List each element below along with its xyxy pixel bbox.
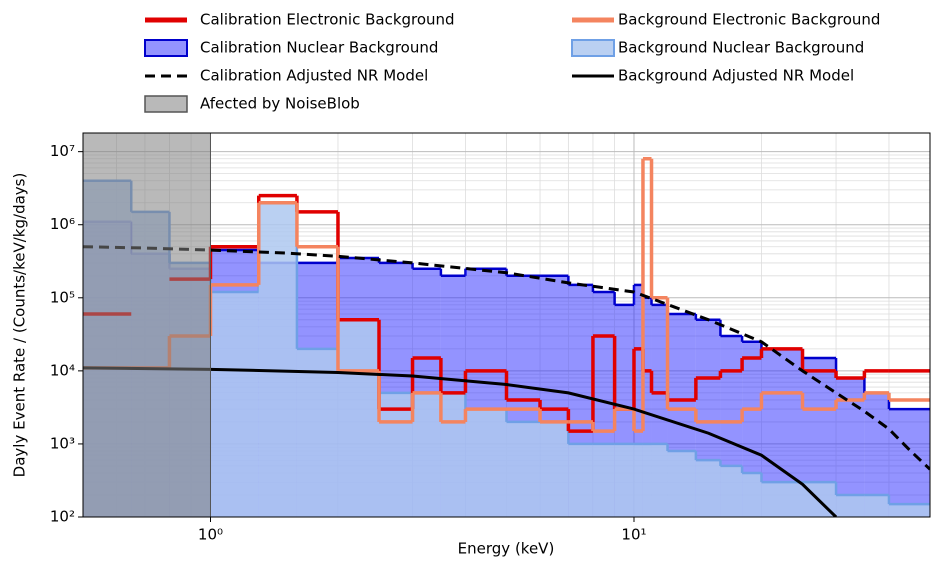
histogram-bar (761, 482, 803, 517)
legend-label: Calibration Adjusted NR Model (200, 67, 428, 85)
legend-label: Calibration Nuclear Background (200, 39, 438, 57)
histogram-bar (642, 443, 652, 517)
model-curve (83, 245, 930, 471)
legend-label: Background Nuclear Background (618, 39, 864, 57)
histogram-bar (695, 460, 721, 517)
legend-label: Afected by NoiseBlob (200, 95, 360, 113)
y-tick-label: 10² (50, 508, 75, 526)
histogram-bar (864, 495, 889, 517)
legend-label: Background Electronic Background (618, 11, 880, 29)
x-axis-label: Energy (keV) (458, 540, 555, 558)
y-tick-label: 10⁴ (50, 361, 75, 379)
histogram-bar (540, 421, 569, 517)
histogram-bar (642, 297, 652, 517)
histogram-bar (506, 421, 541, 517)
plot-area (83, 133, 930, 517)
histogram-bar (742, 473, 762, 517)
histogram-bar (465, 409, 507, 517)
legend-label: Background Adjusted NR Model (618, 67, 854, 85)
model-curve (83, 366, 838, 517)
histogram-bar (210, 292, 259, 517)
legend-swatch (144, 39, 188, 57)
axes-frame (82, 132, 931, 518)
legend-label: Calibration Electronic Background (200, 11, 455, 29)
x-tick-label: 10¹ (621, 526, 646, 544)
histogram-bar (412, 392, 441, 517)
legend-swatch (144, 95, 188, 113)
histogram-bar (633, 284, 643, 517)
histogram-bar (296, 348, 338, 517)
histogram-bar (614, 443, 634, 517)
x-tick-label: 10⁰ (198, 526, 223, 544)
histogram-bar (568, 443, 593, 517)
histogram-bar (258, 202, 297, 517)
y-axis-label: Dayly Event Rate / (Counts/keV/kg/days) (11, 173, 29, 478)
y-tick-label: 10⁷ (50, 142, 75, 160)
legend-swatch (571, 39, 615, 57)
histogram-bar (337, 319, 380, 517)
histogram-bar (888, 504, 930, 517)
histogram-bar (888, 409, 930, 517)
histogram-bar (667, 451, 696, 517)
histogram-bar (651, 443, 668, 517)
histogram-bar (440, 392, 466, 517)
histogram-bar (592, 443, 615, 517)
histogram-bar (633, 443, 643, 517)
histogram-bar (379, 392, 413, 517)
histogram-bar (720, 465, 743, 517)
y-tick-label: 10⁶ (50, 215, 75, 233)
histogram-bar (836, 495, 865, 517)
y-tick-label: 10³ (50, 434, 75, 452)
y-tick-label: 10⁵ (50, 288, 75, 306)
shaded-region (83, 133, 211, 517)
